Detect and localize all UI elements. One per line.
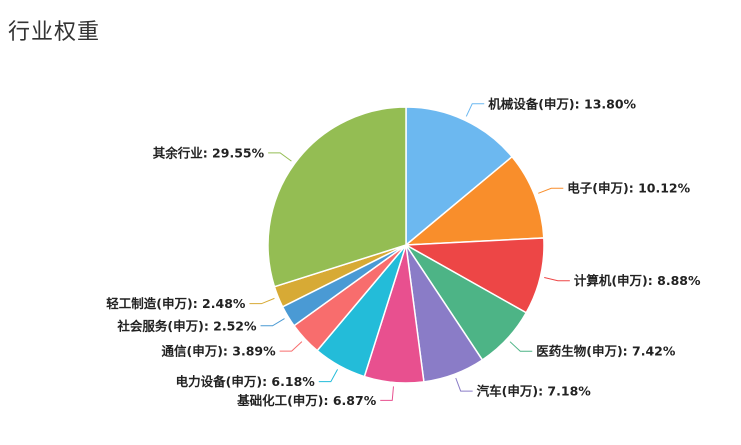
page-title: 行业权重 [8,20,101,45]
leader-line-light-industry [249,297,275,305]
slice-label-basic-chemicals: 基础化工(申万): 6.87% [236,393,377,408]
leader-line-telecom [279,341,303,352]
slice-label-pharma-bio: 医药生物(申万): 7.42% [536,344,676,359]
leader-line-basic-chemicals [380,386,394,401]
leader-line-pharma-bio [509,341,533,352]
leader-line-social-services [260,318,285,327]
slice-label-auto: 汽车(申万): 7.18% [477,384,592,399]
slice-label-machinery: 机械设备(申万): 13.80% [488,96,636,111]
slice-label-power-equipment: 电力设备(申万): 6.18% [176,374,316,389]
leader-line-power-equipment [318,369,338,383]
pie-slice-other-industries[interactable] [267,106,407,288]
leader-line-auto [455,377,473,392]
slice-label-other-industries: 其余行业: 29.55% [153,145,265,160]
leader-line-machinery [465,103,485,117]
leader-line-electronics [538,187,564,194]
slice-label-electronics: 电子(申万): 10.12% [567,181,690,196]
slice-label-social-services: 社会服务(申万): 2.52% [116,318,257,333]
label-leader-lines [249,103,570,401]
pie-slice-electronics[interactable] [403,155,545,246]
leader-line-computer [544,277,570,282]
slice-label-light-industry: 轻工制造(申万): 2.48% [106,296,246,311]
pie-slices [267,106,545,384]
slice-label-computer: 计算机(申万): 8.88% [574,273,701,288]
slice-labels: 机械设备(申万): 13.80% 电子(申万): 10.12% 计算机(申万): 8… [106,96,701,408]
leader-line-other-industries [268,152,292,162]
pie-slice-machinery[interactable] [405,106,514,247]
slice-label-telecom: 通信(申万): 3.89% [161,344,276,359]
